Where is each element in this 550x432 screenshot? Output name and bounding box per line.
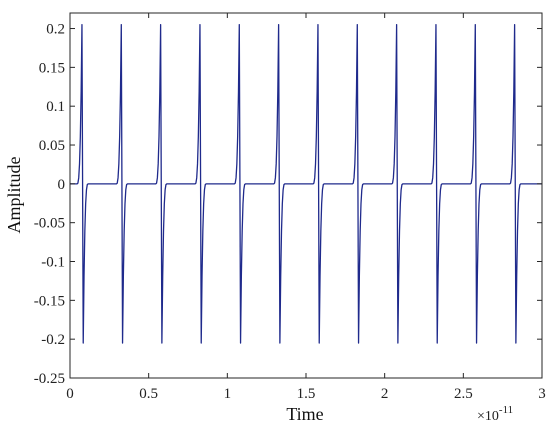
y-tick-label: 0.05 — [39, 138, 65, 154]
x-tick-label: 2 — [381, 386, 389, 402]
y-tick-label: -0.25 — [34, 371, 65, 387]
x-axis-title: Time — [286, 404, 323, 424]
x-axis-exponent: ×10-11 — [477, 404, 513, 424]
y-tick-label: -0.05 — [34, 216, 65, 232]
y-tick-label: -0.15 — [34, 293, 65, 309]
x-tick-label: 3 — [538, 386, 546, 402]
y-axis-title: Amplitude — [4, 156, 24, 233]
x-tick-label: 0 — [66, 386, 74, 402]
x-axis-ticks: 0 0.5 1 1.5 2 2.5 3 — [66, 13, 546, 402]
y-tick-label: 0.15 — [39, 60, 65, 76]
y-tick-label: -0.1 — [41, 255, 65, 271]
x-tick-label: 2.5 — [454, 386, 473, 402]
x-axis-exponent-power: -11 — [499, 404, 513, 416]
y-tick-label: 0 — [58, 177, 66, 193]
plot-area — [70, 13, 542, 378]
series-layer — [70, 24, 542, 344]
y-axis-ticks: -0.25 -0.2 -0.15 -0.1 -0.05 0 0.05 0.1 0.15 0.2 — [34, 22, 542, 387]
series-line — [70, 24, 542, 344]
x-tick-label: 1 — [224, 386, 232, 402]
x-tick-label: 0.5 — [139, 386, 158, 402]
x-axis-exponent-base: ×10 — [477, 409, 499, 424]
x-tick-label: 1.5 — [297, 386, 316, 402]
y-tick-label: 0.2 — [46, 22, 65, 38]
y-tick-label: 0.1 — [46, 99, 65, 115]
y-tick-label: -0.2 — [41, 332, 65, 348]
